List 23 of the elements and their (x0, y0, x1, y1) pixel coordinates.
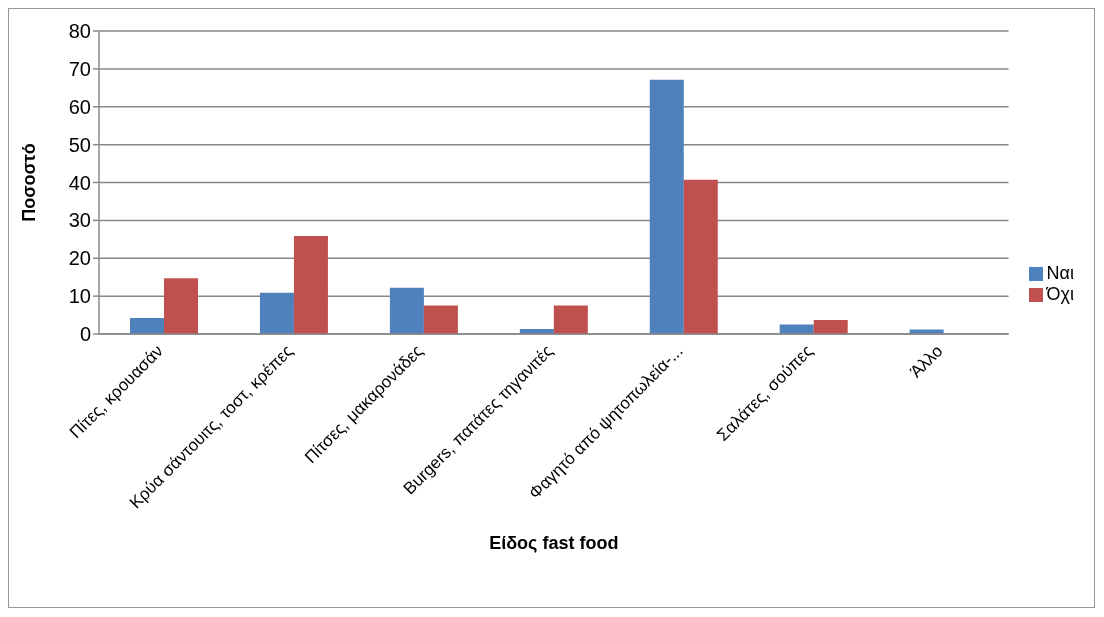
y-tick-label: 50 (68, 133, 91, 156)
y-tick-label: 40 (68, 171, 91, 194)
y-tick-label: 80 (68, 20, 91, 43)
bar (293, 235, 328, 334)
bar (553, 305, 588, 334)
y-tick-label: 20 (68, 247, 91, 270)
bar (130, 318, 164, 334)
bar (813, 319, 848, 334)
x-axis-title: Είδος fast food (489, 533, 619, 553)
y-axis-title: Ποσοστό (19, 143, 40, 222)
y-tick-label: 70 (68, 57, 91, 80)
bar (423, 305, 458, 334)
y-tick-label: 10 (68, 285, 91, 308)
bar (389, 287, 424, 334)
y-tick-label: 30 (68, 209, 91, 232)
legend-label: Όχι (1046, 284, 1074, 304)
legend-label: Ναι (1046, 263, 1074, 283)
y-tick-label: 0 (79, 323, 91, 346)
bar (683, 179, 718, 334)
y-tick-label: 60 (68, 95, 91, 118)
bar (164, 278, 198, 334)
bar (259, 292, 294, 334)
bar (649, 79, 684, 334)
